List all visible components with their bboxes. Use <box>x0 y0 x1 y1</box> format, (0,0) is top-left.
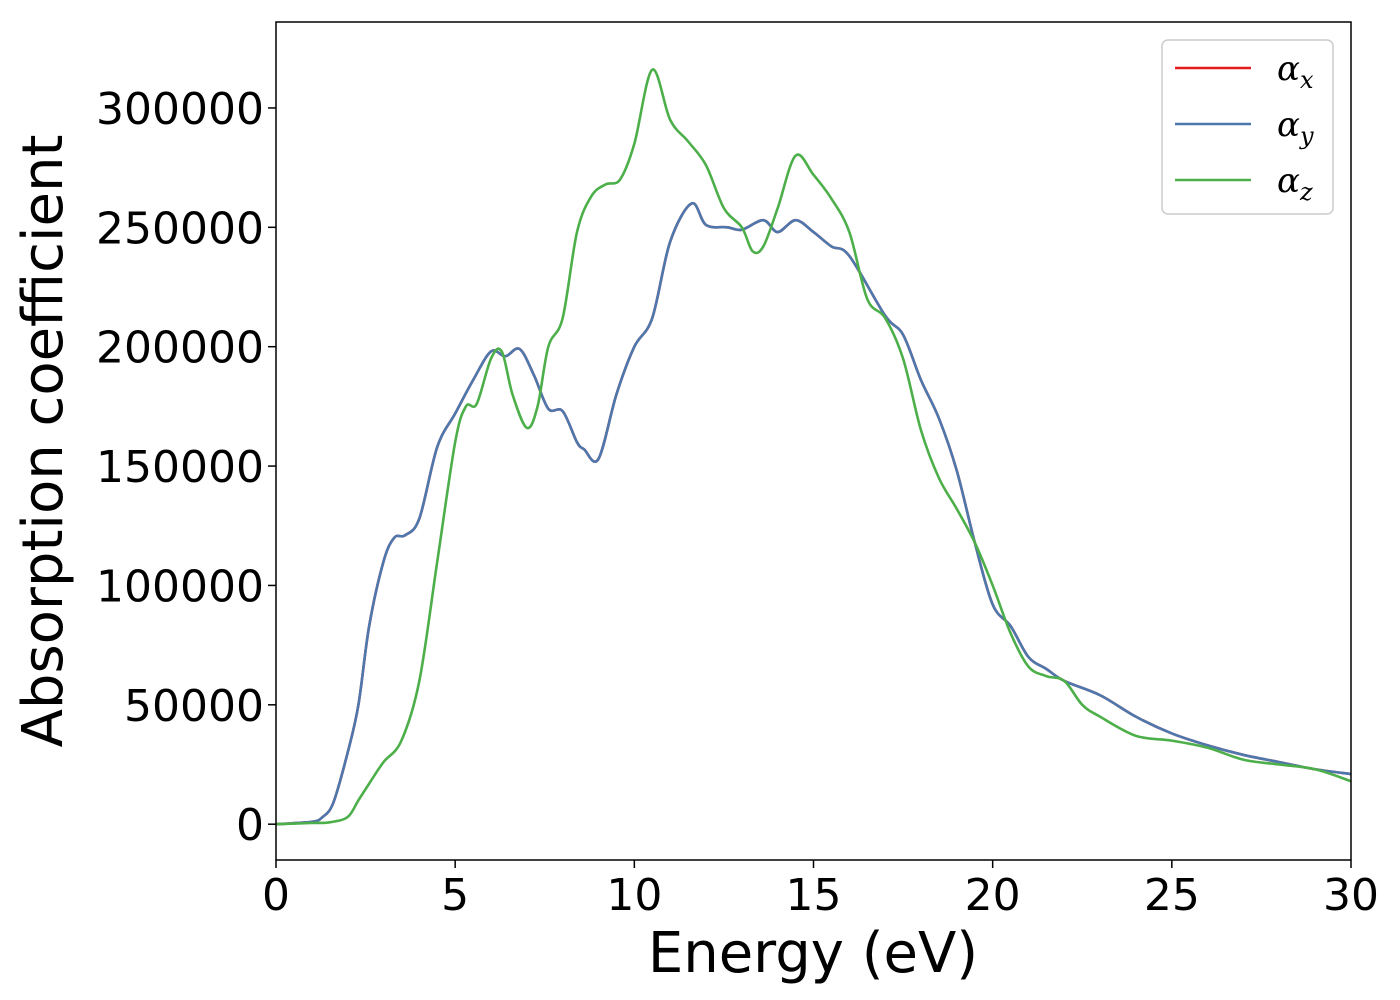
y-tick-label: 200000 <box>96 323 264 374</box>
legend-label-alpha-x: αx <box>1277 49 1314 94</box>
series-line-alpha-y <box>276 202 1351 826</box>
y-tick-label: 150000 <box>96 442 264 493</box>
legend: αx αy αz <box>1161 39 1334 215</box>
x-tick-label: 0 <box>262 870 290 921</box>
y-tick-label: 100000 <box>96 561 264 612</box>
series-layer <box>276 68 1351 826</box>
y-axis-label: Absorption coefficient <box>11 135 76 748</box>
y-tick-label: 250000 <box>96 203 264 254</box>
x-axis: 0 5 10 15 20 25 30 <box>262 860 1379 921</box>
x-tick-label: 5 <box>441 870 469 921</box>
series-line-alpha-z <box>276 68 1351 826</box>
y-tick-label: 0 <box>236 800 264 851</box>
y-tick-label: 50000 <box>124 681 264 732</box>
x-axis-label: Energy (eV) <box>648 921 978 986</box>
x-tick-label: 30 <box>1323 870 1379 921</box>
x-tick-label: 15 <box>786 870 842 921</box>
legend-label-alpha-z: αz <box>1277 161 1313 206</box>
y-axis: 0 50000 100000 150000 200000 250000 300000 <box>96 84 276 851</box>
x-tick-label: 25 <box>1144 870 1200 921</box>
x-tick-label: 20 <box>965 870 1021 921</box>
x-tick-label: 10 <box>606 870 662 921</box>
legend-label-alpha-y: αy <box>1277 105 1314 150</box>
legend-box <box>1161 39 1334 215</box>
y-tick-label: 300000 <box>96 84 264 135</box>
